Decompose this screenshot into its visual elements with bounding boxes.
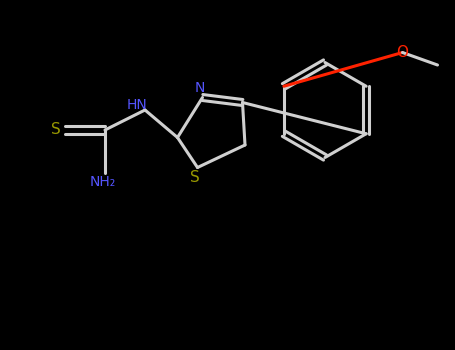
Text: HN: HN — [127, 98, 148, 112]
Text: NH₂: NH₂ — [89, 175, 116, 189]
Text: N: N — [195, 82, 205, 96]
Text: O: O — [396, 45, 409, 60]
Text: S: S — [190, 170, 200, 185]
Text: S: S — [51, 122, 61, 138]
